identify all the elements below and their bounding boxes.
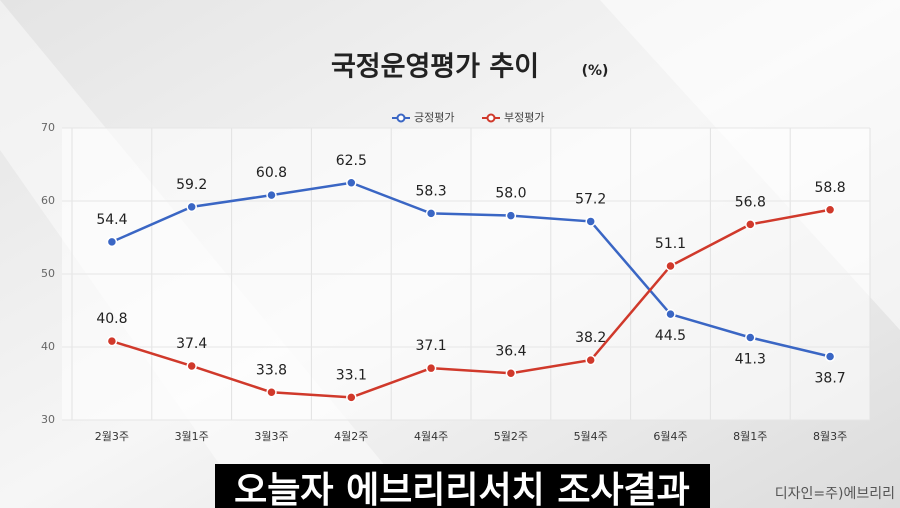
y-tick-label: 40 xyxy=(41,340,55,353)
x-tick-label: 4월4주 xyxy=(414,430,448,443)
x-tick-label: 3월3주 xyxy=(254,430,288,443)
data-point xyxy=(665,260,676,272)
data-label: 38.7 xyxy=(815,370,846,386)
x-tick-label: 8월1주 xyxy=(733,430,767,443)
data-point xyxy=(106,236,118,248)
data-label: 37.4 xyxy=(176,336,207,352)
data-label: 33.8 xyxy=(256,362,287,378)
data-label: 56.8 xyxy=(735,194,766,210)
x-tick-label: 5월2주 xyxy=(494,430,528,443)
caption: 오늘자 에브리리서치 조사결과 xyxy=(234,470,690,508)
legend-label: 긍정평가 xyxy=(414,111,454,124)
data-label: 38.2 xyxy=(575,330,606,346)
data-point xyxy=(425,208,437,219)
data-point xyxy=(824,351,836,362)
data-label: 62.5 xyxy=(336,153,367,169)
data-label: 33.1 xyxy=(336,367,367,383)
data-point xyxy=(505,210,517,221)
y-tick-label: 60 xyxy=(41,194,55,207)
data-point xyxy=(824,204,836,216)
data-point xyxy=(186,360,197,372)
data-point xyxy=(266,387,277,398)
series-line xyxy=(111,181,831,358)
chart-title: 국정운영평가 추이 xyxy=(331,52,539,83)
data-point xyxy=(346,392,357,403)
data-label: 54.4 xyxy=(96,212,127,228)
x-tick-label: 8월3주 xyxy=(813,430,847,443)
y-tick-label: 70 xyxy=(41,121,55,134)
data-label: 58.0 xyxy=(495,186,526,202)
x-tick-label: 2월3주 xyxy=(95,430,129,443)
x-tick-label: 6월4주 xyxy=(653,430,687,443)
data-point xyxy=(585,354,596,366)
data-point xyxy=(745,332,756,343)
data-label: 60.8 xyxy=(256,165,287,181)
data-point xyxy=(745,219,756,230)
x-tick-label: 5월4주 xyxy=(574,430,608,443)
legend-marker xyxy=(486,113,496,123)
legend-label: 부정평가 xyxy=(504,111,544,124)
x-tick-label: 3월1주 xyxy=(175,430,209,443)
data-label: 37.1 xyxy=(416,338,447,354)
data-label: 58.8 xyxy=(815,180,846,196)
data-label: 44.5 xyxy=(655,328,686,344)
y-tick-label: 50 xyxy=(41,267,55,280)
legend-marker xyxy=(396,113,406,123)
data-label: 59.2 xyxy=(176,177,207,193)
data-label: 36.4 xyxy=(495,343,526,359)
data-point xyxy=(505,368,517,379)
plot: 30 40 50 60 70 2월3주 3월1주 3월3주 4월2주 4월4주 5월2주 5월4주 6월… xyxy=(41,111,871,443)
data-label: 40.8 xyxy=(96,311,127,327)
data-label: 58.3 xyxy=(416,183,447,199)
data-point xyxy=(665,308,676,320)
data-point xyxy=(266,189,277,201)
caption-box xyxy=(215,464,710,508)
data-point xyxy=(585,216,596,227)
data-label: 51.1 xyxy=(655,236,686,252)
data-point xyxy=(425,362,437,374)
title-unit: (%) xyxy=(582,63,609,79)
data-label: 57.2 xyxy=(575,191,606,207)
y-tick-label: 30 xyxy=(41,413,55,426)
credit: 디자인=주)에브리리 xyxy=(775,486,895,502)
x-tick-label: 4월2주 xyxy=(334,430,368,443)
series-line xyxy=(111,208,831,399)
data-label: 41.3 xyxy=(735,352,766,368)
data-point xyxy=(346,177,357,188)
data-point xyxy=(186,201,197,213)
data-point xyxy=(106,335,118,347)
